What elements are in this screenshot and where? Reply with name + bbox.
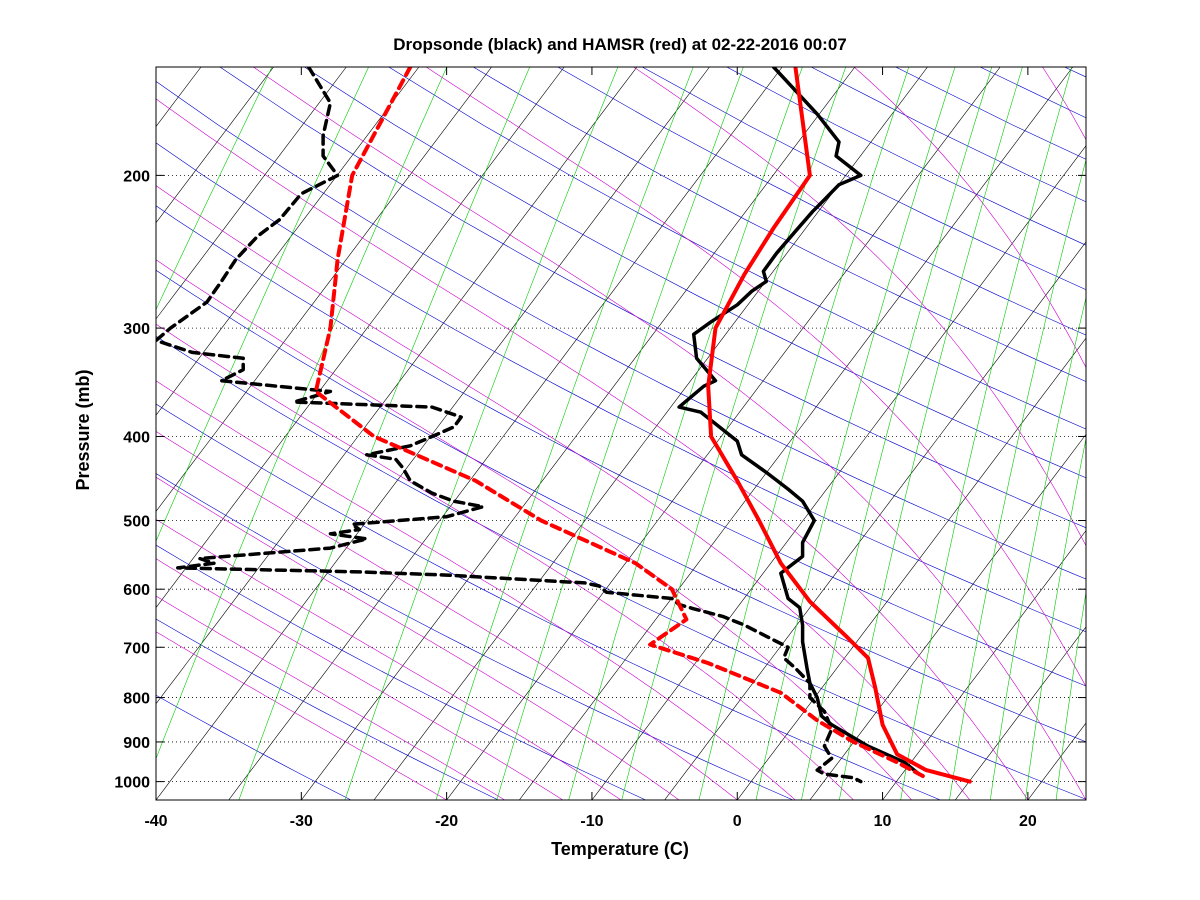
moist-adiabat-line [156,519,622,800]
y-tick-label: 700 [123,640,150,657]
y-tick-label: 800 [123,691,150,708]
plot-area [156,67,1086,800]
isotherm-line [156,67,565,609]
mixing-ratio-line [156,67,369,542]
mixing-ratio-line [1152,67,1200,800]
hamsr-dewpoint-line [313,67,929,780]
y-tick-label: 600 [123,582,150,599]
isotherm-line [0,67,56,800]
y-axis-label: Pressure (mb) [73,369,93,490]
plot-frame [155,66,1087,801]
dry-adiabat-line [156,618,499,800]
moist-adiabat-line [156,558,564,800]
y-tick-label: 300 [123,321,150,338]
isotherm-line [1027,722,1086,800]
mixing-ratio-line [900,67,1073,800]
chart-title: Dropsonde (black) and HAMSR (red) at 02-… [393,35,846,54]
dry-adiabat-line [156,269,1086,743]
y-tick-label: 400 [123,429,150,446]
x-tick-label: 0 [733,813,742,830]
dry-adiabat-line [156,544,646,800]
mixing-ratio-line [1055,590,1086,800]
x-tick-label: 10 [874,813,892,830]
moist-adiabat-line [633,67,1086,547]
y-tick-label: 500 [123,514,150,531]
hamsr-temperature-line [706,67,972,784]
dry-adiabat-line [219,67,1086,529]
dry-adiabat-line [156,205,1086,687]
moist-adiabat-line [253,67,1086,800]
x-axis-label: Temperature (C) [551,839,689,859]
dry-adiabat-line [304,67,1086,479]
moist-adiabat-line [156,595,505,800]
isotherm-line [446,67,1001,800]
moist-adiabat-line [1187,67,1200,800]
moist-adiabat-line [156,631,447,800]
moist-adiabat-line [156,430,738,800]
mixing-ratio-line [1025,436,1086,800]
x-tick-label: -10 [580,813,603,830]
y-tick-label: 200 [123,168,150,185]
isotherm-line [156,67,420,416]
isotherm-line [0,67,128,800]
y-axis: 200 300 400 500 600 700 800 900 1000 [114,168,1086,792]
y-tick-label: 900 [123,735,150,752]
x-tick-label: -30 [290,813,313,830]
isotherm-line [156,67,492,512]
x-tick-label: -40 [144,813,167,830]
gridlines [156,174,1086,783]
mixing-ratio-line [1189,67,1200,800]
dropsonde-temperature-line [677,67,921,776]
isotherm-line [373,67,928,800]
mixing-ratio-line [949,158,1086,800]
dry-adiabat-line [156,81,1086,580]
dry-adiabat-line [473,67,1086,382]
moist-adiabat-line [156,185,971,800]
mixing-ratio-line [1108,67,1200,800]
x-axis: -40 -30 -20 -10 0 10 20 [144,67,1037,830]
moist-adiabat-line [156,98,1029,800]
dry-adiabat-line [1149,67,1200,800]
isotherm-line [156,67,638,705]
dropsonde-dewpoint-line [156,67,863,784]
x-tick-label: 20 [1019,813,1037,830]
moist-adiabat-line [156,476,680,800]
dry-adiabat-line [557,67,1086,336]
x-tick-label: -20 [435,813,458,830]
isotherm-line [882,530,1086,800]
y-tick-label: 1000 [114,775,150,792]
series-group [156,67,972,784]
